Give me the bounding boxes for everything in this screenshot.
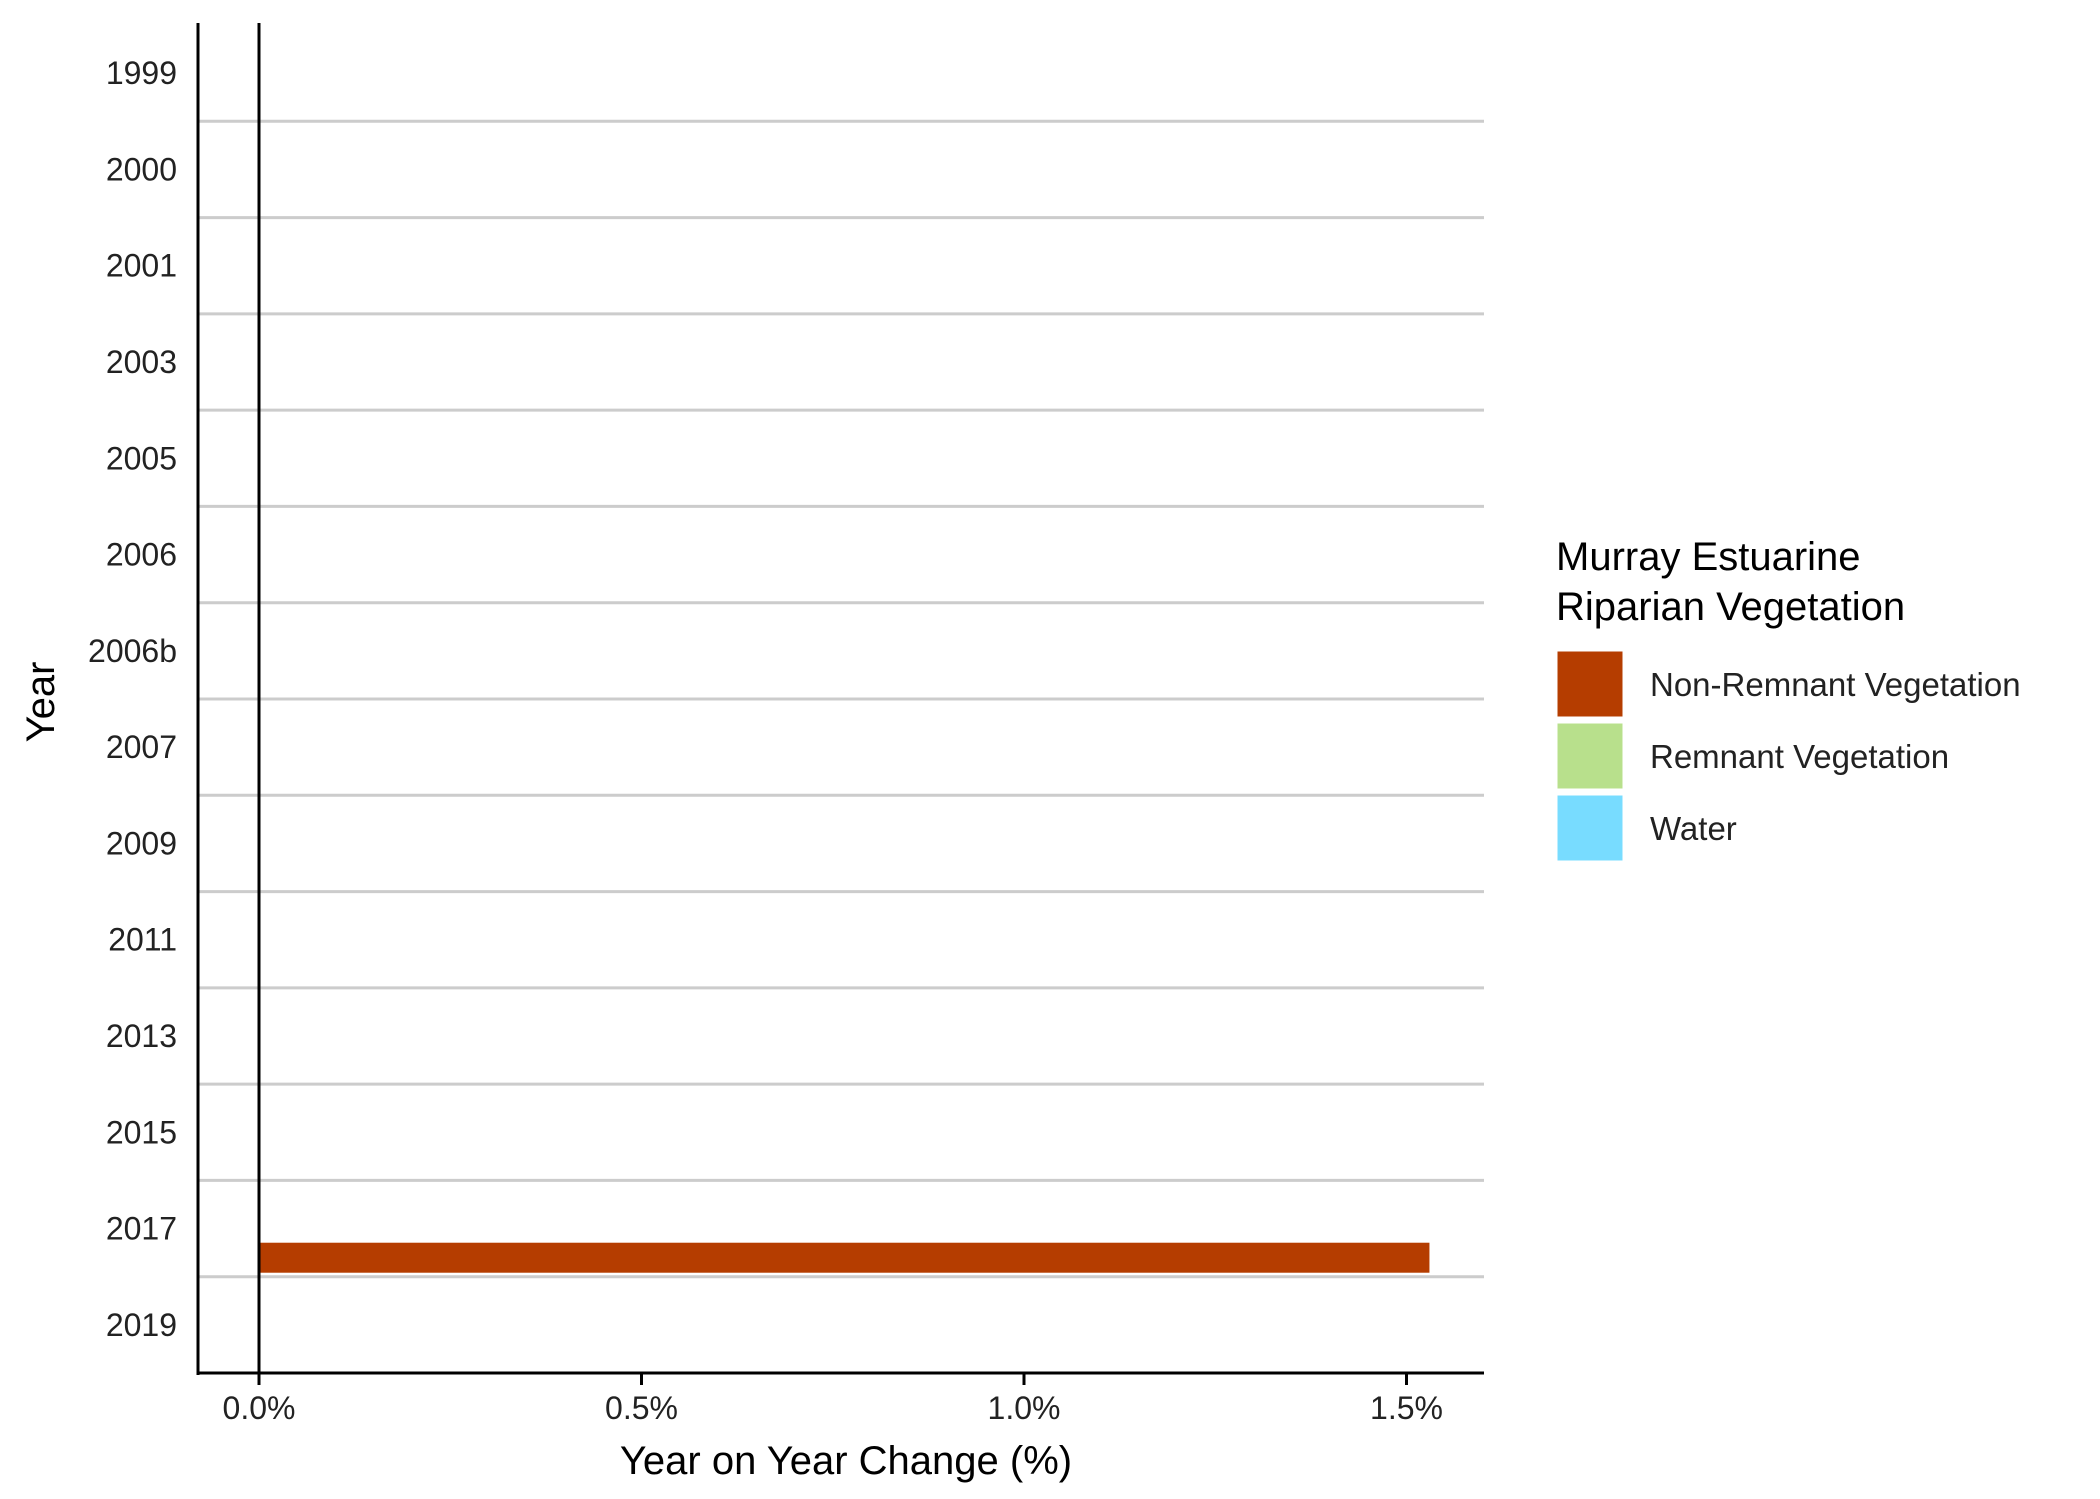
y-tick-label: 1999 [106, 55, 177, 91]
y-tick-label: 2011 [108, 922, 177, 958]
legend-label: Non-Remnant Vegetation [1650, 666, 2021, 703]
gridlines [198, 119, 1484, 1279]
y-tick-label: 2000 [106, 151, 177, 187]
y-tick-label: 2019 [106, 1307, 177, 1343]
y-axis-title: Year [19, 662, 63, 743]
legend-title-line-2: Riparian Vegetation [1556, 585, 1905, 629]
legend: Murray Estuarine Riparian Vegetation Non… [1554, 535, 2021, 864]
x-tick-label: 0.5% [605, 1390, 678, 1426]
y-tick-label: 2017 [106, 1211, 177, 1247]
y-tick-label: 2006 [106, 537, 177, 573]
x-tick-label: 1.5% [1370, 1390, 1443, 1426]
x-tick-label: 0.0% [223, 1390, 296, 1426]
y-tick-label: 2001 [106, 248, 177, 284]
x-tick-label: 1.0% [988, 1390, 1061, 1426]
x-tick-labels: 0.0% 0.5% 1.0% 1.5% [223, 1390, 1443, 1426]
y-tick-label: 2005 [106, 440, 177, 476]
y-tick-label: 2015 [106, 1114, 177, 1150]
legend-title-line-1: Murray Estuarine [1556, 535, 1861, 579]
x-axis-title: Year on Year Change (%) [620, 1439, 1072, 1483]
legend-label: Remnant Vegetation [1650, 738, 1949, 775]
y-tick-label: 2003 [106, 344, 177, 380]
legend-swatch [1554, 792, 1626, 864]
legend-label: Water [1650, 810, 1737, 847]
bar-2017 [259, 1242, 1430, 1273]
y-tick-label: 2009 [106, 825, 177, 861]
axes [196, 23, 1484, 1385]
legend-swatch [1554, 648, 1626, 720]
bars [259, 1242, 1430, 1273]
y-tick-labels: 1999 2000 2001 2003 2005 2006 2006b 2007 2009 201… [88, 55, 177, 1343]
y-tick-label: 2006b [88, 633, 177, 669]
y-tick-label: 2007 [106, 729, 177, 765]
y-tick-label: 2013 [106, 1018, 177, 1054]
legend-swatch [1554, 720, 1626, 792]
